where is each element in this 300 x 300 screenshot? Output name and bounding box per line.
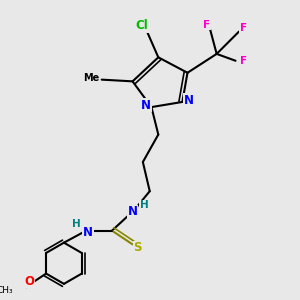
Text: Cl: Cl (136, 19, 148, 32)
Text: F: F (203, 20, 211, 30)
Text: F: F (239, 23, 247, 33)
Text: H: H (140, 200, 148, 210)
Text: CH₃: CH₃ (0, 286, 14, 295)
Text: H: H (72, 220, 81, 230)
Text: N: N (184, 94, 194, 107)
Text: N: N (83, 226, 93, 239)
Text: Me: Me (83, 73, 99, 83)
Text: F: F (239, 56, 247, 66)
Text: N: N (141, 99, 151, 112)
Text: N: N (128, 205, 138, 218)
Text: O: O (24, 274, 34, 288)
Text: S: S (134, 241, 142, 254)
